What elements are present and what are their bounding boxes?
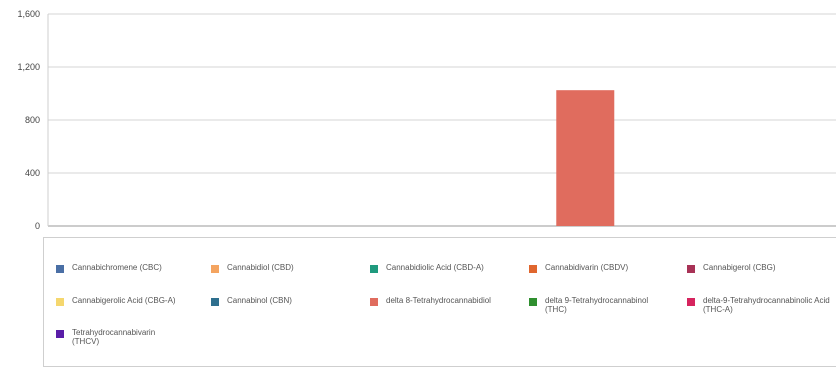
- legend-label: Cannabidivarin (CBDV): [545, 263, 629, 272]
- legend-swatch: [687, 265, 695, 273]
- legend-item[interactable]: Cannabinol (CBN): [211, 296, 356, 306]
- legend-swatch: [529, 265, 537, 273]
- legend-swatch: [56, 265, 64, 273]
- legend-item[interactable]: Tetrahydrocannabivarin (THCV): [56, 328, 201, 346]
- legend-item[interactable]: Cannabidiol (CBD): [211, 263, 356, 273]
- legend-label: delta 8-Tetrahydrocannabidiol: [386, 296, 491, 305]
- legend-label: Cannabidiol (CBD): [227, 263, 294, 272]
- legend-item[interactable]: Cannabichromene (CBC): [56, 263, 201, 273]
- legend-label: Cannabigerol (CBG): [703, 263, 776, 272]
- legend-swatch: [56, 330, 64, 338]
- legend: Cannabichromene (CBC) Cannabidiol (CBD) Ca…: [43, 237, 836, 367]
- y-axis-tick-labels: 0 400 800 1,200 1,600: [17, 9, 40, 231]
- legend-label: Cannabichromene (CBC): [72, 263, 162, 272]
- legend-item[interactable]: delta-9-Tetrahydrocannabinolic Acid (THC…: [687, 296, 832, 314]
- legend-swatch: [211, 298, 219, 306]
- y-tick-label: 0: [35, 221, 40, 231]
- y-tick-label: 400: [25, 168, 40, 178]
- legend-label: Cannabidiolic Acid (CBD-A): [386, 263, 484, 272]
- y-tick-label: 1,200: [17, 62, 40, 72]
- legend-item[interactable]: delta 8-Tetrahydrocannabidiol: [370, 296, 515, 306]
- y-tick-label: 1,600: [17, 9, 40, 19]
- legend-item[interactable]: Cannabigerol (CBG): [687, 263, 832, 273]
- bar: [556, 90, 615, 226]
- legend-label: delta 9-Tetrahydrocannabinol (THC): [545, 296, 649, 314]
- legend-label: delta-9-Tetrahydrocannabinolic Acid (THC…: [703, 296, 830, 314]
- legend-swatch: [211, 265, 219, 273]
- bar-chart: 0 400 800 1,200 1,600: [17, 9, 836, 231]
- gridlines: [48, 13, 836, 227]
- legend-item[interactable]: Cannabigerolic Acid (CBG-A): [56, 296, 201, 306]
- legend-label: Cannabigerolic Acid (CBG-A): [72, 296, 176, 305]
- legend-swatch: [687, 298, 695, 306]
- y-tick-label: 800: [25, 115, 40, 125]
- legend-swatch: [370, 298, 378, 306]
- legend-swatch: [56, 298, 64, 306]
- bars: [556, 90, 615, 226]
- legend-item[interactable]: Cannabidivarin (CBDV): [529, 263, 674, 273]
- legend-label: Cannabinol (CBN): [227, 296, 292, 305]
- legend-swatch: [370, 265, 378, 273]
- legend-item[interactable]: delta 9-Tetrahydrocannabinol (THC): [529, 296, 674, 314]
- legend-swatch: [529, 298, 537, 306]
- legend-label: Tetrahydrocannabivarin (THCV): [72, 328, 156, 346]
- legend-item[interactable]: Cannabidiolic Acid (CBD-A): [370, 263, 515, 273]
